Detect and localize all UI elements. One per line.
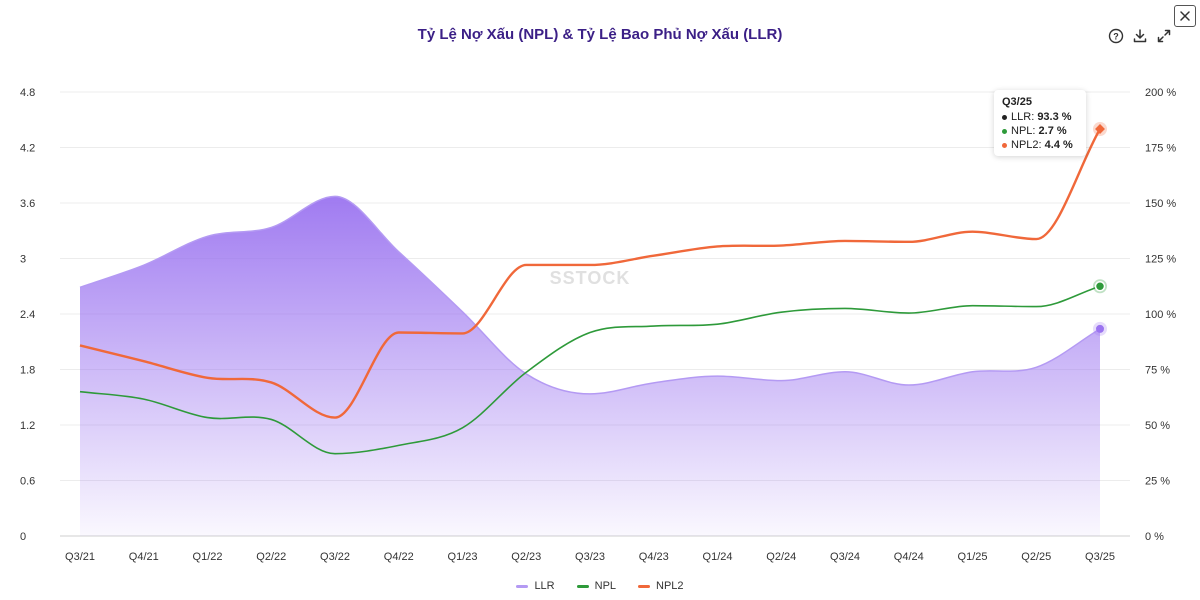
y-left-tick-label: 4.2 — [20, 143, 35, 155]
expand-icon[interactable] — [1154, 26, 1174, 46]
legend-label: NPL2 — [656, 580, 684, 592]
x-tick-label: Q3/24 — [830, 551, 860, 563]
legend-label: NPL — [594, 580, 617, 592]
tooltip-dot — [1002, 114, 1007, 120]
tooltip-label: LLR — [1011, 111, 1032, 123]
y-left-tick-label: 2.4 — [20, 309, 35, 321]
download-icon[interactable] — [1130, 26, 1150, 46]
legend-item-npl[interactable]: NPL — [576, 580, 617, 592]
y-left-tick-label: 3.6 — [20, 198, 35, 210]
x-tick-label: Q3/21 — [65, 551, 95, 563]
x-tick-label: Q2/22 — [256, 551, 286, 563]
y-left-tick-label: 1.2 — [20, 420, 35, 432]
y-right-tick-label: 75 % — [1145, 365, 1170, 377]
x-tick-label: Q1/24 — [703, 551, 733, 563]
chart-title: Tỷ Lệ Nợ Xấu (NPL) & Tỷ Lệ Bao Phủ Nợ Xấ… — [417, 26, 783, 43]
x-tick-label: Q3/22 — [320, 551, 350, 563]
npl-marker — [1094, 281, 1106, 292]
legend-swatch — [576, 584, 589, 588]
tooltip-dot — [1002, 142, 1007, 148]
y-right-tick-label: 150 % — [1145, 198, 1176, 210]
y-right-tick-label: 50 % — [1145, 420, 1170, 432]
tooltip-value: 2.7 % — [1038, 125, 1067, 137]
legend-label: LLR — [534, 580, 555, 592]
y-left-tick-label: 1.8 — [20, 365, 35, 377]
x-tick-label: Q2/23 — [511, 551, 541, 563]
svg-text:?: ? — [1113, 32, 1119, 42]
close-icon[interactable] — [1174, 5, 1196, 27]
x-tick-label: Q4/23 — [639, 551, 669, 563]
y-right-tick-label: 200 % — [1145, 87, 1176, 99]
y-right-tick-label: 175 % — [1145, 143, 1176, 155]
legend-swatch — [516, 584, 529, 588]
x-tick-label: Q3/25 — [1085, 551, 1115, 563]
legend: LLR NPL NPL2 — [0, 580, 1200, 592]
x-tick-label: Q4/21 — [129, 551, 159, 563]
x-tick-label: Q1/22 — [193, 551, 223, 563]
tooltip-row-npl2: NPL2: 4.4 % — [1002, 138, 1078, 152]
tooltip-value: 4.4 % — [1044, 139, 1073, 151]
tooltip-row-npl: NPL: 2.7 % — [1002, 124, 1078, 138]
tooltip-label: NPL2 — [1011, 139, 1039, 151]
legend-item-npl2[interactable]: NPL2 — [638, 580, 684, 592]
x-tick-label: Q4/24 — [894, 551, 924, 563]
help-circle-icon[interactable]: ? — [1106, 26, 1126, 46]
y-right-tick-label: 125 % — [1145, 254, 1176, 266]
llr-area — [80, 196, 1100, 536]
legend-item-llr[interactable]: LLR — [516, 580, 555, 592]
legend-swatch — [638, 584, 651, 588]
npl2-line — [79, 128, 1102, 419]
tooltip-title: Q3/25 — [1002, 96, 1032, 108]
tooltip-label: NPL — [1011, 125, 1033, 137]
y-left-tick-label: 0 — [20, 531, 26, 543]
x-tick-label: Q4/22 — [384, 551, 414, 563]
y-right-tick-label: 25 % — [1145, 476, 1170, 488]
x-tick-label: Q2/25 — [1021, 551, 1051, 563]
llr-line — [79, 195, 1101, 395]
y-right-tick-label: 0 % — [1145, 531, 1164, 543]
x-tick-label: Q3/23 — [575, 551, 605, 563]
llr-marker — [1096, 324, 1104, 333]
y-right-tick-label: 100 % — [1145, 309, 1176, 321]
tooltip-value: 93.3 % — [1037, 111, 1072, 123]
npl2-marker — [1095, 124, 1105, 134]
y-left-tick-label: 0.6 — [20, 476, 35, 488]
y-left-tick-label: 3 — [20, 254, 26, 266]
x-tick-label: Q2/24 — [766, 551, 796, 563]
y-left-tick-label: 4.8 — [20, 87, 35, 99]
x-tick-label: Q1/23 — [448, 551, 478, 563]
watermark: SSTOCK — [549, 268, 631, 288]
x-tick-label: Q1/25 — [958, 551, 988, 563]
tooltip: Q3/25 LLR: 93.3 % NPL: 2.7 % NPL2: 4.4 % — [994, 90, 1086, 156]
tooltip-row-llr: LLR: 93.3 % — [1002, 110, 1078, 124]
npl-line — [79, 285, 1101, 455]
tooltip-dot — [1002, 128, 1007, 134]
